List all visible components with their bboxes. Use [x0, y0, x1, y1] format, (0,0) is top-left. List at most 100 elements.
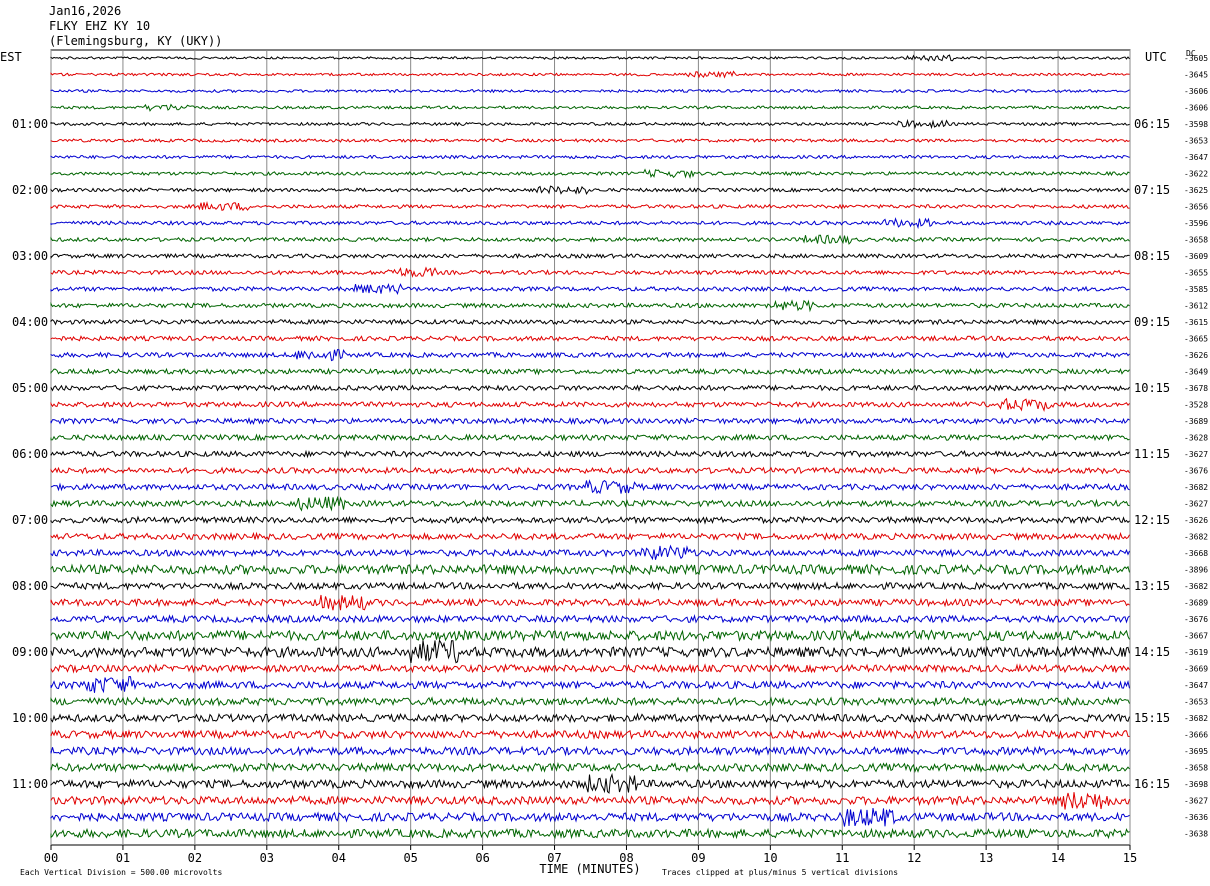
- left-hour-label: 04:00: [12, 315, 48, 329]
- record-date: Jan16,2026: [49, 4, 122, 18]
- seismic-trace: [50, 138, 1130, 143]
- dc-offset-label: -3665: [1184, 335, 1208, 344]
- seismic-trace: [50, 466, 1130, 476]
- seismic-trace: [50, 252, 1130, 260]
- seismic-trace: [50, 397, 1130, 413]
- seismic-trace: [50, 384, 1130, 392]
- dc-offset-label: -3636: [1184, 813, 1208, 822]
- right-timezone-label: UTC: [1145, 50, 1167, 64]
- dc-offset-label: -3658: [1184, 764, 1208, 773]
- seismic-trace: [50, 118, 1130, 130]
- seismic-trace: [50, 168, 1130, 180]
- dc-offset-label: -3645: [1184, 71, 1208, 80]
- left-hour-label: 02:00: [12, 183, 48, 197]
- seismic-traces: [50, 54, 1130, 840]
- seismic-trace: [50, 613, 1130, 625]
- seismic-trace: [50, 745, 1130, 757]
- right-hour-label: 16:15: [1134, 777, 1170, 791]
- seismic-trace: [50, 675, 1130, 694]
- dc-offset-label: -3609: [1184, 252, 1208, 261]
- x-tick-label: 04: [332, 851, 346, 865]
- seismic-trace: [50, 531, 1130, 542]
- dc-header: DC: [1186, 49, 1196, 58]
- left-hour-label: 03:00: [12, 249, 48, 263]
- seismic-trace: [50, 318, 1130, 326]
- right-hour-label: 15:15: [1134, 711, 1170, 725]
- x-tick-label: 10: [763, 851, 777, 865]
- dc-offset-label: -3689: [1184, 417, 1208, 426]
- dc-offset-label: -3638: [1184, 830, 1208, 839]
- right-hour-label: 13:15: [1134, 579, 1170, 593]
- x-tick-label: 15: [1123, 851, 1137, 865]
- left-hour-label: 07:00: [12, 513, 48, 527]
- seismic-trace: [50, 154, 1130, 160]
- x-tick-label: 12: [907, 851, 921, 865]
- seismic-trace: [50, 663, 1130, 674]
- seismic-trace: [50, 299, 1130, 313]
- clip-note: Traces clipped at plus/minus 5 vertical …: [662, 868, 898, 877]
- dc-offset-label: -3676: [1184, 467, 1208, 476]
- seismic-trace: [50, 449, 1130, 459]
- dc-offset-label: -3606: [1184, 87, 1208, 96]
- dc-offset-label: -3596: [1184, 219, 1208, 228]
- dc-offset-label: -3653: [1184, 698, 1208, 707]
- right-hour-label: 06:15: [1134, 117, 1170, 131]
- left-hour-label: 10:00: [12, 711, 48, 725]
- dc-offset-label: -3667: [1184, 632, 1208, 641]
- dc-offset-label: -3669: [1184, 665, 1208, 674]
- seismic-trace: [50, 544, 1130, 561]
- dc-offset-label: -3689: [1184, 599, 1208, 608]
- seismic-trace: [50, 201, 1130, 212]
- seismic-trace: [50, 417, 1130, 426]
- dc-offset-label: -3656: [1184, 203, 1208, 212]
- dc-offset-label: -3598: [1184, 120, 1208, 129]
- seismic-trace: [50, 266, 1130, 278]
- seismic-trace: [50, 334, 1130, 343]
- x-tick-label: 01: [116, 851, 130, 865]
- seismic-trace: [50, 712, 1130, 724]
- seismic-trace: [50, 563, 1130, 577]
- seismic-trace: [50, 70, 1130, 79]
- seismic-trace: [50, 217, 1130, 230]
- seismic-trace: [50, 479, 1130, 495]
- seismic-trace: [50, 792, 1130, 810]
- right-hour-label: 11:15: [1134, 447, 1170, 461]
- seismic-trace: [50, 728, 1130, 741]
- dc-offset-label: -3655: [1184, 269, 1208, 278]
- right-hour-label: 10:15: [1134, 381, 1170, 395]
- x-tick-label: 08: [619, 851, 633, 865]
- x-tick-label: 02: [188, 851, 202, 865]
- seismic-trace: [50, 348, 1130, 362]
- dc-offset-label: -3682: [1184, 714, 1208, 723]
- right-hour-label: 14:15: [1134, 645, 1170, 659]
- left-hour-label: 08:00: [12, 579, 48, 593]
- dc-offset-label: -3658: [1184, 236, 1208, 245]
- station-id: FLKY EHZ KY 10: [49, 19, 151, 33]
- seismic-trace: [50, 283, 1130, 295]
- seismic-trace: [50, 639, 1130, 664]
- left-hour-label: 06:00: [12, 447, 48, 461]
- seismic-trace: [50, 495, 1130, 512]
- dc-offset-label: -3647: [1184, 681, 1208, 690]
- dc-offset-label: -3647: [1184, 153, 1208, 162]
- dc-offset-label: -3619: [1184, 648, 1208, 657]
- dc-offset-label: -3627: [1184, 797, 1208, 806]
- dc-offset-label: -3622: [1184, 170, 1208, 179]
- seismic-trace: [50, 433, 1130, 442]
- dc-offset-label: -3606: [1184, 104, 1208, 113]
- left-timezone-label: EST: [0, 50, 22, 64]
- dc-offset-label: -3528: [1184, 401, 1208, 410]
- x-tick-label: 05: [403, 851, 417, 865]
- dc-offset-label: -3605: [1184, 54, 1208, 63]
- seismic-trace: [50, 761, 1130, 774]
- seismic-trace: [50, 772, 1130, 794]
- dc-offset-label: -3678: [1184, 384, 1208, 393]
- seismic-trace: [50, 581, 1130, 591]
- left-hour-label: 01:00: [12, 117, 48, 131]
- dc-offset-label: -3612: [1184, 302, 1208, 311]
- seismic-trace: [50, 808, 1130, 827]
- scale-note: Each Vertical Division = 500.00 microvol…: [20, 868, 222, 877]
- dc-offset-label: -3676: [1184, 615, 1208, 624]
- minute-grid: [50, 49, 1131, 850]
